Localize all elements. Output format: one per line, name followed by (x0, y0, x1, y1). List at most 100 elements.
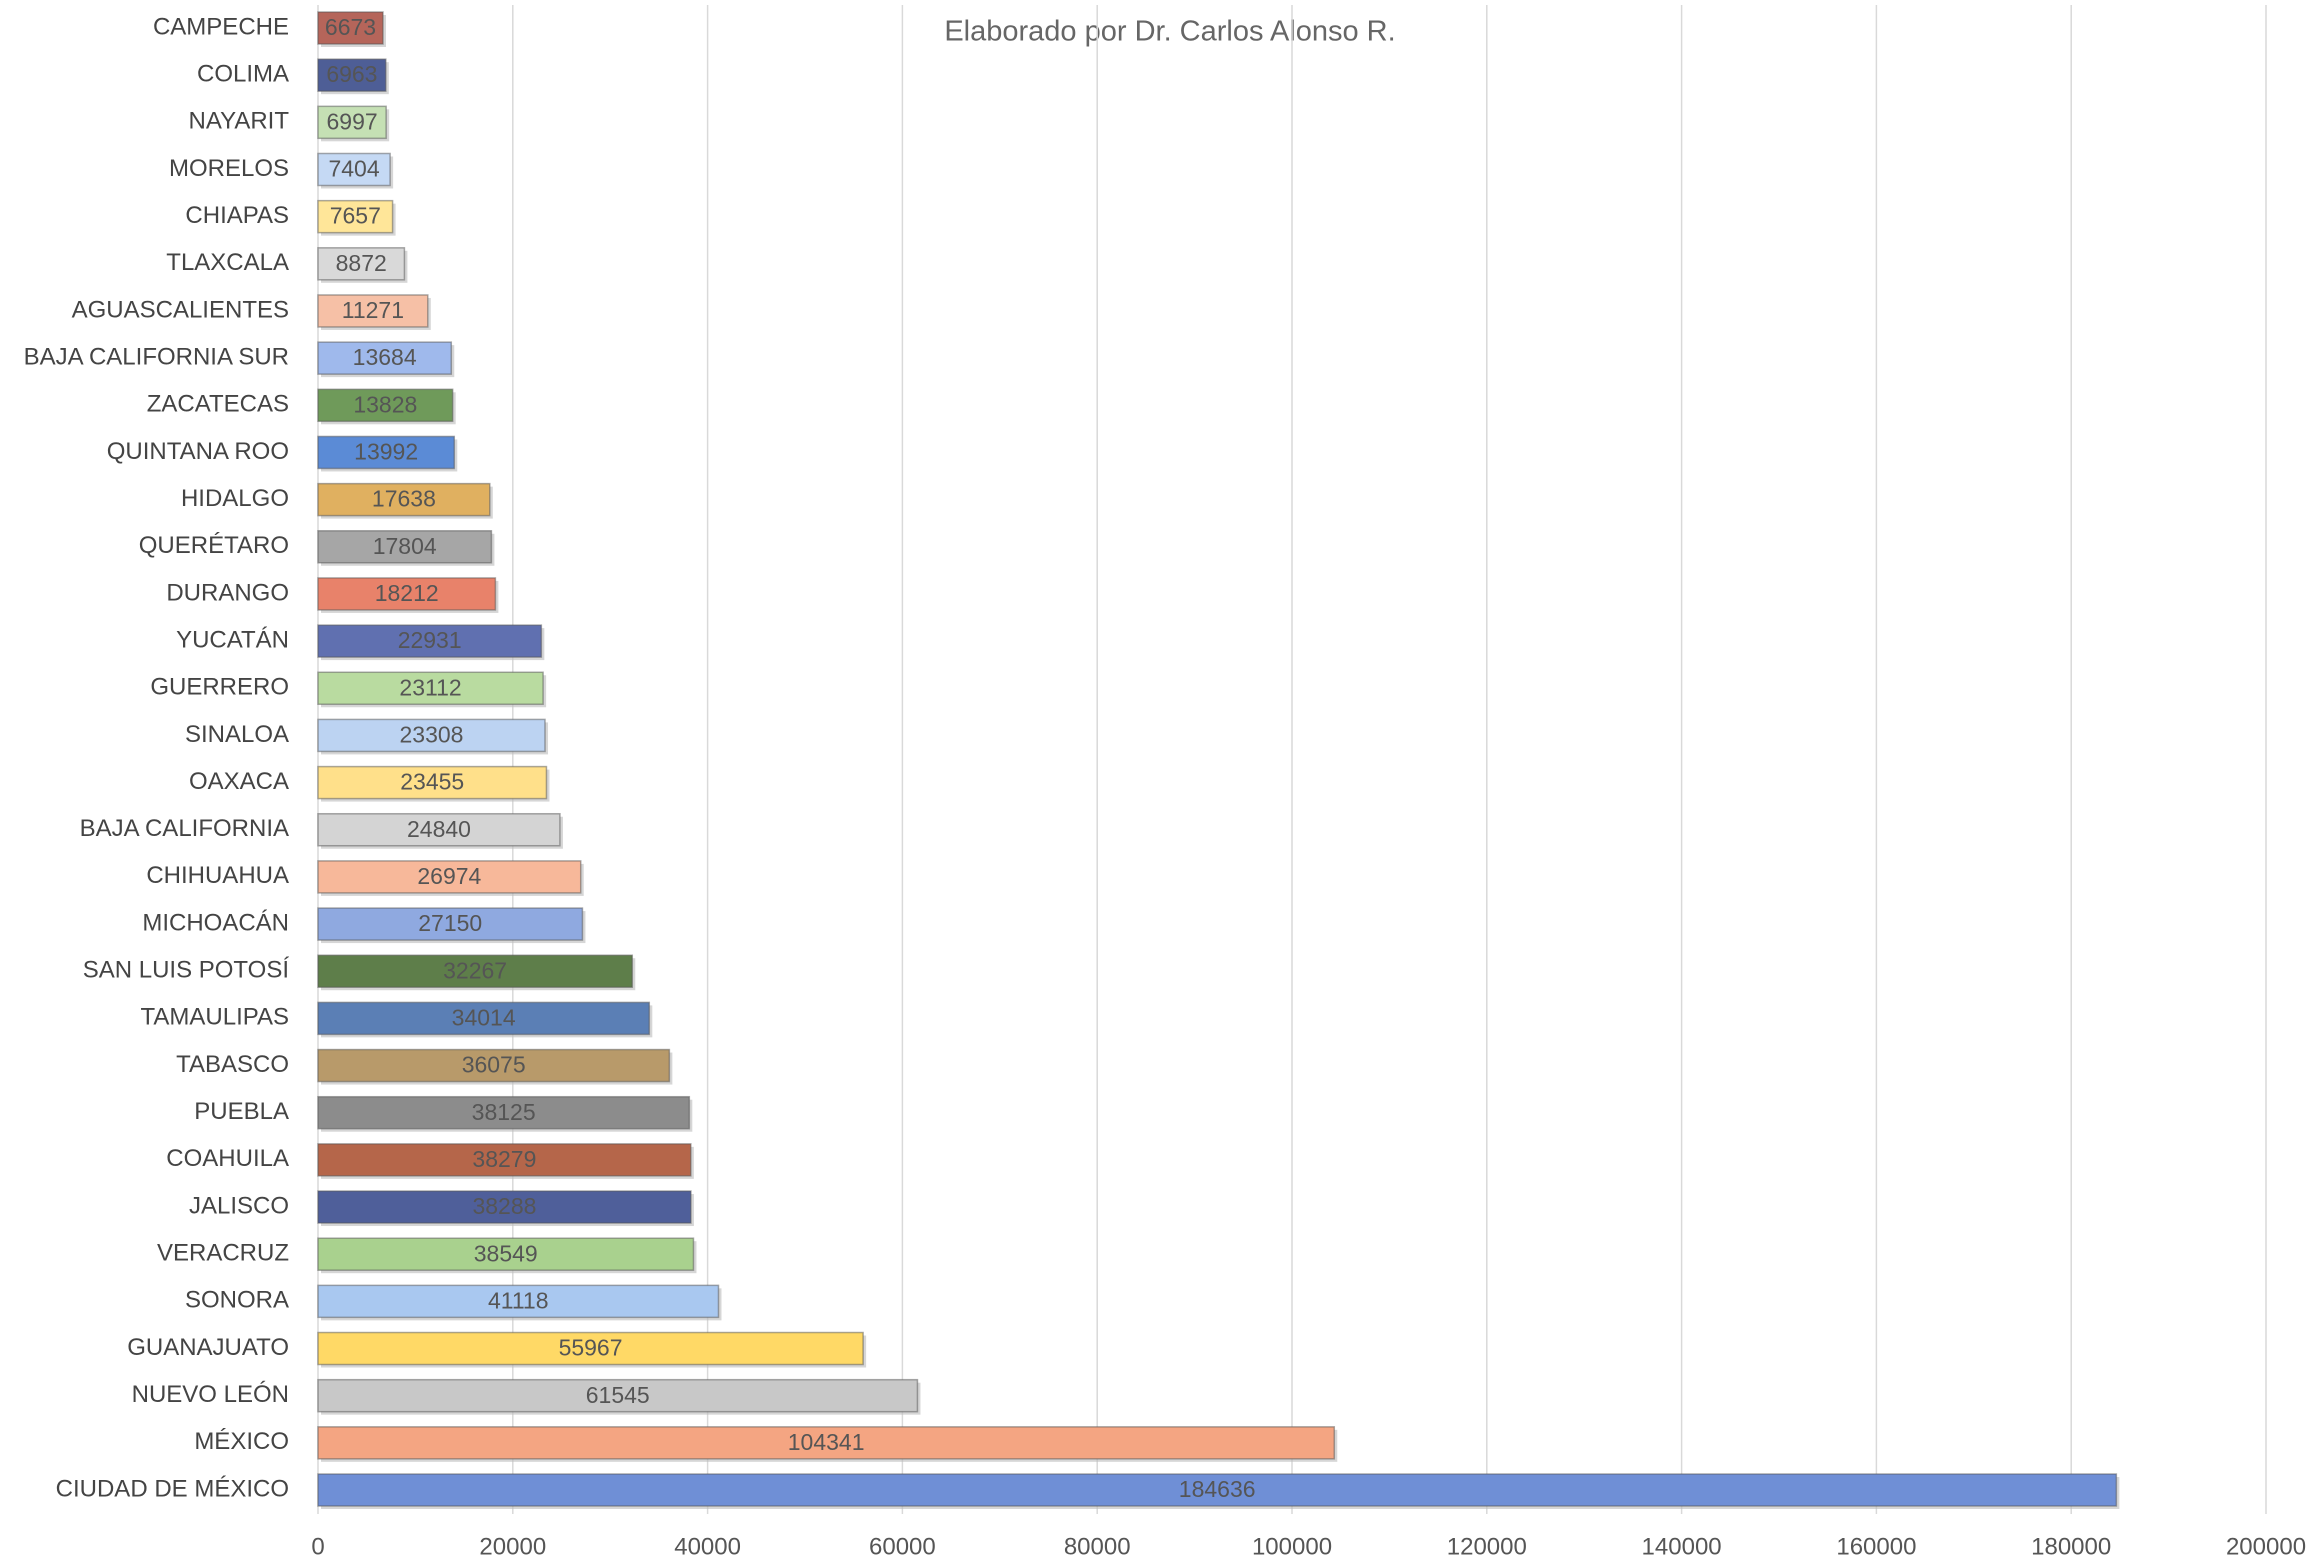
data-label: 17638 (372, 486, 436, 512)
y-tick-label: NAYARIT (189, 108, 290, 135)
data-label: 11271 (342, 297, 404, 323)
x-tick-label: 200000 (2226, 1533, 2306, 1560)
data-label: 6997 (326, 108, 377, 134)
y-tick-label: AGUASCALIENTES (72, 296, 289, 323)
y-tick-label: COLIMA (197, 61, 289, 88)
x-tick-label: 140000 (1642, 1533, 1722, 1560)
data-label: 24840 (407, 816, 471, 842)
bar (317, 1095, 691, 1130)
data-label: 23455 (400, 769, 464, 795)
y-tick-label: MICHOACÁN (142, 909, 289, 936)
y-tick-label: TABASCO (176, 1051, 289, 1078)
bar (317, 671, 544, 706)
data-label: 17804 (373, 533, 437, 559)
bar (317, 954, 634, 988)
y-tick-label: HIDALGO (181, 485, 289, 512)
bar (317, 1001, 651, 1036)
bar (317, 1284, 720, 1319)
bar (317, 435, 456, 470)
data-label: 13684 (353, 344, 417, 370)
y-tick-label: GUERRERO (150, 674, 289, 701)
bar (317, 482, 491, 517)
y-tick-label: SONORA (185, 1287, 289, 1314)
chart-subtitle: Elaborado por Dr. Carlos Alonso R. (944, 16, 1395, 48)
bar (317, 105, 387, 140)
bar (317, 1048, 671, 1083)
x-tick-label: 120000 (1447, 1533, 1527, 1560)
data-label: 7404 (328, 156, 379, 182)
data-label: 104341 (788, 1429, 865, 1455)
x-tick-label: 40000 (674, 1533, 741, 1560)
data-label: 7657 (330, 203, 381, 229)
x-tick-label: 20000 (479, 1533, 546, 1560)
y-tick-label: SAN LUIS POTOSÍ (83, 957, 290, 984)
y-tick-label: CAMPECHE (153, 13, 289, 40)
bar (317, 294, 429, 328)
x-tick-label: 100000 (1252, 1533, 1332, 1560)
bar (317, 577, 497, 611)
x-tick-label: 160000 (1836, 1533, 1916, 1560)
y-tick-label: VERACRUZ (157, 1240, 289, 1267)
y-tick-label: SINALOA (185, 721, 289, 748)
bar (317, 1426, 1336, 1460)
bar (317, 11, 384, 45)
y-tick-label: CHIAPAS (185, 202, 289, 229)
bar (317, 1143, 692, 1177)
bar (317, 1190, 692, 1224)
bar (317, 341, 453, 375)
x-tick-label: 80000 (1064, 1533, 1131, 1560)
y-tick-label: CIUDAD DE MÉXICO (56, 1475, 289, 1502)
bar (317, 860, 582, 894)
bar (317, 152, 391, 187)
data-label: 38549 (474, 1240, 538, 1266)
bar (317, 812, 561, 847)
y-tick-label: CHIHUAHUA (146, 862, 289, 889)
y-tick-label: PUEBLA (194, 1098, 289, 1125)
bar (317, 58, 387, 92)
bar (317, 1473, 2118, 1507)
bar (317, 388, 454, 423)
y-tick-label: YUCATÁN (176, 626, 289, 653)
data-label: 22931 (398, 627, 462, 653)
data-label: 27150 (418, 910, 482, 936)
data-label: 18212 (375, 580, 439, 606)
bar (317, 247, 406, 281)
data-label: 38279 (472, 1146, 536, 1172)
data-label: 184636 (1179, 1476, 1256, 1502)
y-tick-label: JALISCO (189, 1192, 289, 1219)
y-tick-label: MÉXICO (194, 1428, 289, 1455)
data-label: 38288 (472, 1193, 536, 1219)
data-label: 13828 (353, 391, 417, 417)
data-label: 38125 (472, 1099, 536, 1125)
data-label: 6673 (325, 14, 376, 40)
bar (317, 624, 543, 658)
bar (317, 907, 584, 941)
data-label: 13992 (354, 439, 418, 465)
y-tick-label: GUANAJUATO (127, 1334, 289, 1361)
data-label: 8872 (336, 250, 387, 276)
data-label: 6963 (326, 61, 377, 87)
data-label: 55967 (559, 1335, 623, 1361)
x-tick-label: 0 (311, 1533, 324, 1560)
y-tick-label: BAJA CALIFORNIA (80, 815, 289, 842)
y-tick-label: MORELOS (169, 155, 289, 182)
x-tick-label: 60000 (869, 1533, 936, 1560)
bar (317, 1331, 864, 1366)
y-tick-label: DURANGO (166, 579, 289, 606)
y-tick-label: QUINTANA ROO (107, 438, 289, 465)
y-tick-label: COAHUILA (166, 1145, 289, 1172)
bar (317, 1237, 695, 1271)
y-tick-label: TLAXCALA (166, 249, 289, 276)
data-label: 61545 (586, 1382, 650, 1408)
data-label: 41118 (488, 1287, 549, 1313)
data-label: 23112 (399, 674, 461, 700)
y-tick-label: BAJA CALIFORNIA SUR (24, 343, 289, 370)
data-label: 34014 (452, 1004, 516, 1030)
data-label: 23308 (400, 721, 464, 747)
bar (317, 1378, 919, 1413)
data-label: 36075 (462, 1052, 526, 1078)
y-tick-label: ZACATECAS (147, 391, 289, 418)
y-tick-label: QUERÉTARO (139, 532, 289, 559)
bar (317, 718, 546, 753)
